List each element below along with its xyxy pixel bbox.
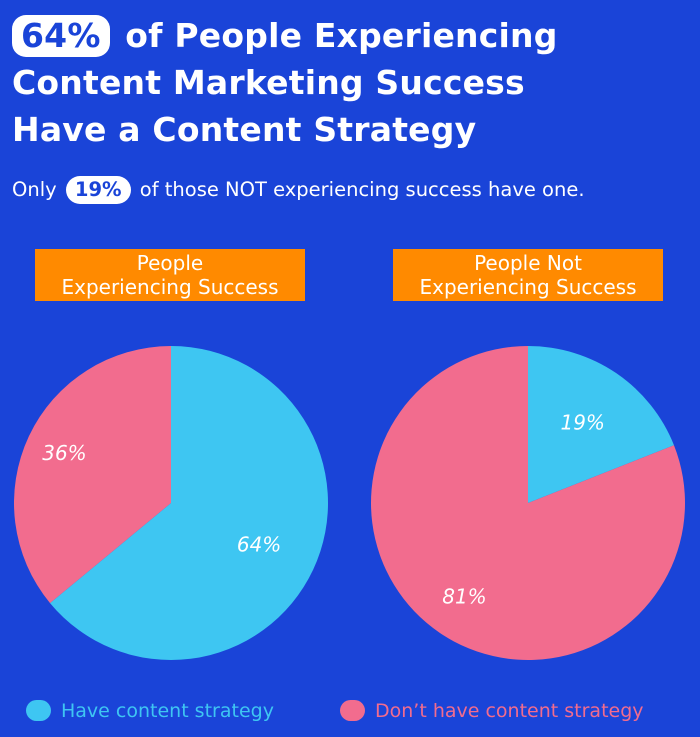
chart-title-success: People Experiencing Success [35, 249, 305, 301]
pie-0-slice-0-label: 64% [237, 532, 281, 556]
legend-swatch-have [26, 700, 51, 721]
chart-title-not-success: People Not Experiencing Success [393, 249, 663, 301]
subheadline-before: Only [12, 178, 57, 201]
headline-line-1-text: of People Experiencing [125, 16, 558, 55]
legend-item-have: Have content strategy [26, 698, 274, 724]
subheadline-after: of those NOT experiencing success have o… [139, 178, 585, 201]
headline-line-3: Have a Content Strategy [12, 110, 477, 149]
headline: 64% of People Experiencing Content Marke… [12, 12, 692, 153]
pie-1-slice-1-label: 81% [442, 584, 486, 608]
pie-1-slice-0-label: 19% [560, 410, 604, 434]
pie-0-slice-1 [14, 346, 172, 604]
headline-percent-pill: 64% [12, 15, 110, 57]
pie-0-slice-0 [50, 346, 328, 660]
pie-1-slice-0 [528, 346, 674, 503]
chart-title-success-line-1: People [136, 251, 204, 275]
chart-title-success-line-2: Experiencing Success [61, 275, 279, 299]
legend-label-dont: Don’t have content strategy [375, 700, 644, 722]
headline-line-1: 64% of People Experiencing [12, 12, 692, 59]
legend-label-have: Have content strategy [61, 700, 274, 722]
legend-swatch-dont [340, 700, 365, 721]
chart-title-not-success-line-1: People Not [474, 251, 582, 275]
chart-title-not-success-line-2: Experiencing Success [419, 275, 637, 299]
subheadline: Only 19% of those NOT experiencing succe… [12, 174, 585, 206]
subheadline-percent-pill: 19% [65, 176, 131, 204]
headline-line-2: Content Marketing Success [12, 63, 525, 102]
pie-1-slice-1 [371, 346, 686, 660]
pie-0-slice-1-label: 36% [42, 441, 86, 465]
legend-item-dont: Don’t have content strategy [340, 698, 644, 724]
